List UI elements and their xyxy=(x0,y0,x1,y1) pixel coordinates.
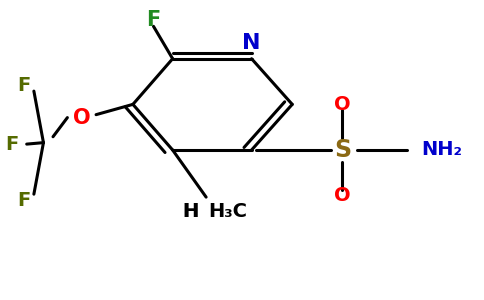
Text: F: F xyxy=(18,76,31,95)
Text: H: H xyxy=(182,202,199,221)
Text: S: S xyxy=(334,138,351,162)
Text: N: N xyxy=(242,33,261,53)
Text: F: F xyxy=(18,190,31,210)
Text: O: O xyxy=(334,95,351,114)
Text: F: F xyxy=(146,11,161,30)
Text: NH₂: NH₂ xyxy=(422,140,462,160)
Text: H: H xyxy=(182,202,199,221)
Text: O: O xyxy=(334,186,351,205)
Text: O: O xyxy=(73,108,91,127)
Text: F: F xyxy=(6,135,19,154)
Text: H₃C: H₃C xyxy=(208,202,247,221)
